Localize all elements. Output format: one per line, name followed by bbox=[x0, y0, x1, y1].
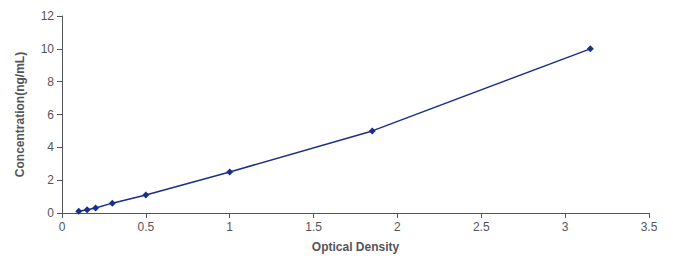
svg-text:8: 8 bbox=[47, 75, 54, 89]
svg-text:6: 6 bbox=[47, 108, 54, 122]
svg-text:2: 2 bbox=[394, 220, 401, 234]
svg-text:0.5: 0.5 bbox=[138, 220, 155, 234]
svg-text:1: 1 bbox=[226, 220, 233, 234]
svg-text:0: 0 bbox=[59, 220, 66, 234]
svg-text:0: 0 bbox=[47, 206, 54, 220]
svg-text:2.5: 2.5 bbox=[473, 220, 490, 234]
svg-text:12: 12 bbox=[41, 9, 55, 23]
svg-text:4: 4 bbox=[47, 140, 54, 154]
svg-text:Optical Density: Optical Density bbox=[312, 240, 400, 254]
svg-text:2: 2 bbox=[47, 173, 54, 187]
svg-text:Concentration(ng/mL): Concentration(ng/mL) bbox=[13, 52, 27, 177]
svg-text:3.5: 3.5 bbox=[641, 220, 658, 234]
svg-text:1.5: 1.5 bbox=[305, 220, 322, 234]
svg-text:10: 10 bbox=[41, 42, 55, 56]
svg-text:3: 3 bbox=[562, 220, 569, 234]
